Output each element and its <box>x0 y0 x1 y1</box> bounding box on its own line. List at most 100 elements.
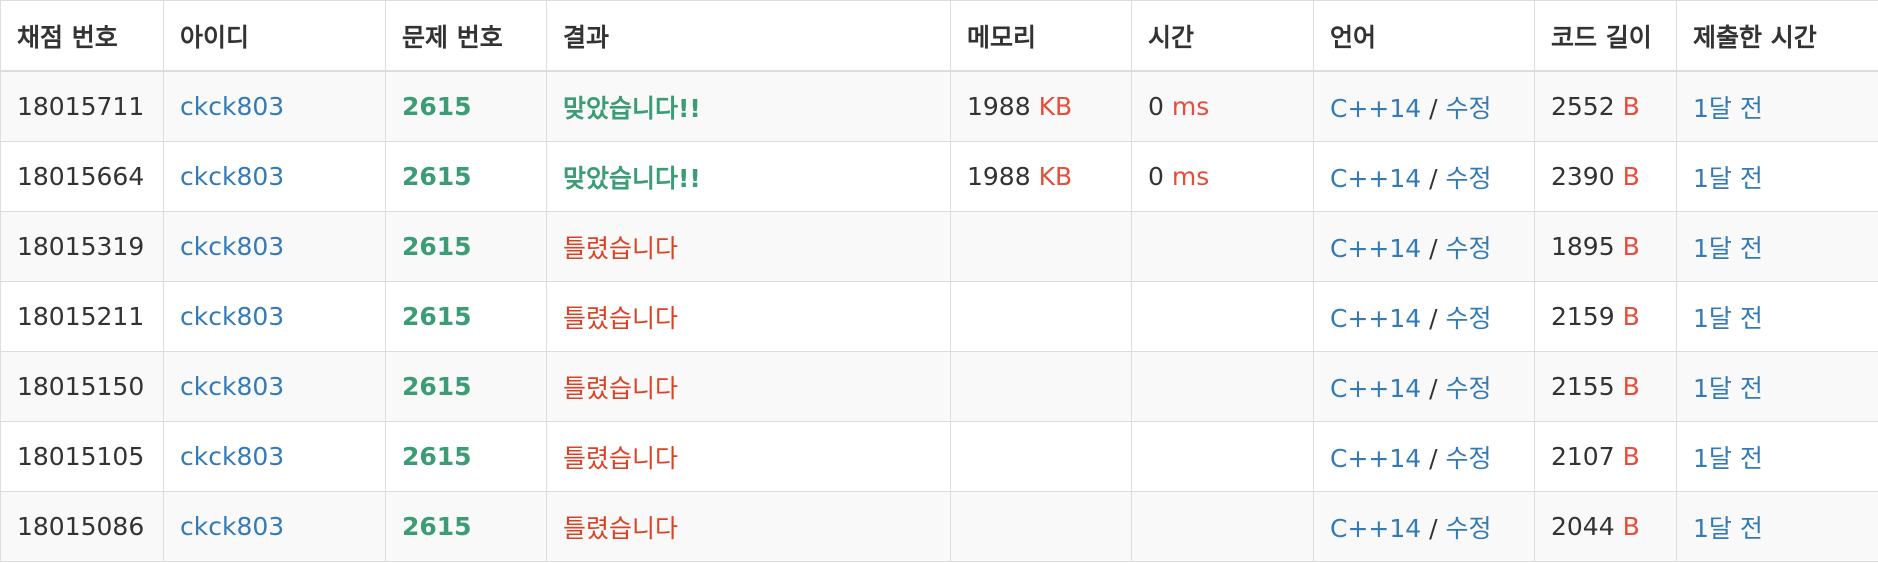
submission-id-cell: 18015664 <box>0 141 164 212</box>
table-row: 18015086 ckck803 2615 틀렸습니다 C++14 / 수정 2… <box>0 491 1878 562</box>
code-length-cell: 2107 B <box>1534 421 1677 492</box>
submission-id-cell: 18015319 <box>0 211 164 282</box>
result-text: 틀렸습니다 <box>563 303 679 333</box>
user-id-cell: ckck803 <box>163 421 386 492</box>
time-cell <box>1131 491 1314 562</box>
submission-id-cell: 18015086 <box>0 491 164 562</box>
time-value: 0 <box>1148 92 1164 121</box>
code-length-value: 2390 <box>1551 162 1615 191</box>
language-link[interactable]: C++14 <box>1330 513 1422 543</box>
problem-id-link[interactable]: 2615 <box>402 372 472 401</box>
time-cell: 0 ms <box>1131 141 1314 212</box>
result-text: 틀렸습니다 <box>563 443 679 473</box>
code-length-unit: B <box>1622 512 1640 541</box>
submitted-time-link[interactable]: 1달 전 <box>1693 163 1763 193</box>
submission-id: 18015150 <box>17 372 145 401</box>
edit-link[interactable]: 수정 <box>1445 93 1492 123</box>
result-text: 틀렸습니다 <box>563 373 679 403</box>
edit-link[interactable]: 수정 <box>1445 233 1492 263</box>
language-link[interactable]: C++14 <box>1330 93 1422 123</box>
submission-id-cell: 18015105 <box>0 421 164 492</box>
submitted-time-link[interactable]: 1달 전 <box>1693 373 1763 403</box>
user-id-link[interactable]: ckck803 <box>180 232 285 261</box>
user-id-cell: ckck803 <box>163 491 386 562</box>
time-cell <box>1131 281 1314 352</box>
language-cell: C++14 / 수정 <box>1313 141 1535 212</box>
user-id-link[interactable]: ckck803 <box>180 512 285 541</box>
memory-value: 1988 <box>967 92 1031 121</box>
problem-id-link[interactable]: 2615 <box>402 442 472 471</box>
submitted-time-link[interactable]: 1달 전 <box>1693 233 1763 263</box>
submission-id: 18015105 <box>17 442 145 471</box>
language-link[interactable]: C++14 <box>1330 373 1422 403</box>
edit-link[interactable]: 수정 <box>1445 373 1492 403</box>
language-cell: C++14 / 수정 <box>1313 281 1535 352</box>
problem-id-cell: 2615 <box>385 211 547 282</box>
language-cell: C++14 / 수정 <box>1313 421 1535 492</box>
result-cell: 틀렸습니다 <box>546 351 951 422</box>
user-id-link[interactable]: ckck803 <box>180 302 285 331</box>
language-cell: C++14 / 수정 <box>1313 70 1535 142</box>
edit-link[interactable]: 수정 <box>1445 303 1492 333</box>
result-text: 맞았습니다!! <box>563 163 701 193</box>
code-length-value: 2044 <box>1551 512 1615 541</box>
submitted-time-link[interactable]: 1달 전 <box>1693 443 1763 473</box>
header-result: 결과 <box>546 0 951 72</box>
problem-id-link[interactable]: 2615 <box>402 92 472 121</box>
header-submitted-time: 제출한 시간 <box>1676 0 1878 72</box>
language-link[interactable]: C++14 <box>1330 303 1422 333</box>
edit-link[interactable]: 수정 <box>1445 163 1492 193</box>
edit-link[interactable]: 수정 <box>1445 513 1492 543</box>
memory-cell: 1988 KB <box>950 70 1132 142</box>
result-cell: 틀렸습니다 <box>546 211 951 282</box>
language-separator: / <box>1429 443 1438 473</box>
table-body: 18015711 ckck803 2615 맞았습니다!! 1988 KB 0 … <box>0 70 1878 562</box>
time-cell <box>1131 421 1314 492</box>
submission-id-cell: 18015211 <box>0 281 164 352</box>
problem-id-link[interactable]: 2615 <box>402 302 472 331</box>
code-length-cell: 1895 B <box>1534 211 1677 282</box>
code-length-value: 1895 <box>1551 232 1615 261</box>
user-id-link[interactable]: ckck803 <box>180 162 285 191</box>
code-length-unit: B <box>1622 372 1640 401</box>
table-header: 채점 번호 아이디 문제 번호 결과 메모리 시간 언어 코드 길이 제출한 시… <box>0 0 1878 72</box>
user-id-cell: ckck803 <box>163 141 386 212</box>
problem-id-link[interactable]: 2615 <box>402 512 472 541</box>
header-row: 채점 번호 아이디 문제 번호 결과 메모리 시간 언어 코드 길이 제출한 시… <box>0 0 1878 72</box>
result-cell: 틀렸습니다 <box>546 421 951 492</box>
language-link[interactable]: C++14 <box>1330 443 1422 473</box>
problem-id-link[interactable]: 2615 <box>402 162 472 191</box>
submitted-time-link[interactable]: 1달 전 <box>1693 303 1763 333</box>
user-id-cell: ckck803 <box>163 211 386 282</box>
language-link[interactable]: C++14 <box>1330 233 1422 263</box>
result-cell: 맞았습니다!! <box>546 141 951 212</box>
user-id-link[interactable]: ckck803 <box>180 372 285 401</box>
header-language: 언어 <box>1313 0 1535 72</box>
user-id-link[interactable]: ckck803 <box>180 92 285 121</box>
user-id-cell: ckck803 <box>163 351 386 422</box>
submitted-time-cell: 1달 전 <box>1676 141 1878 212</box>
table-row: 18015319 ckck803 2615 틀렸습니다 C++14 / 수정 1… <box>0 211 1878 282</box>
table-row: 18015211 ckck803 2615 틀렸습니다 C++14 / 수정 2… <box>0 281 1878 352</box>
memory-cell: 1988 KB <box>950 141 1132 212</box>
result-cell: 틀렸습니다 <box>546 491 951 562</box>
table-row: 18015711 ckck803 2615 맞았습니다!! 1988 KB 0 … <box>0 70 1878 142</box>
user-id-cell: ckck803 <box>163 70 386 142</box>
language-link[interactable]: C++14 <box>1330 163 1422 193</box>
language-separator: / <box>1429 93 1438 123</box>
submitted-time-cell: 1달 전 <box>1676 70 1878 142</box>
result-text: 맞았습니다!! <box>563 93 701 123</box>
code-length-unit: B <box>1622 162 1640 191</box>
problem-id-link[interactable]: 2615 <box>402 232 472 261</box>
problem-id-cell: 2615 <box>385 281 547 352</box>
header-code-length: 코드 길이 <box>1534 0 1677 72</box>
time-value: 0 <box>1148 162 1164 191</box>
table-row: 18015664 ckck803 2615 맞았습니다!! 1988 KB 0 … <box>0 141 1878 212</box>
time-unit: ms <box>1171 92 1210 121</box>
submitted-time-link[interactable]: 1달 전 <box>1693 93 1763 123</box>
code-length-value: 2552 <box>1551 92 1615 121</box>
edit-link[interactable]: 수정 <box>1445 443 1492 473</box>
code-length-cell: 2155 B <box>1534 351 1677 422</box>
user-id-link[interactable]: ckck803 <box>180 442 285 471</box>
submitted-time-link[interactable]: 1달 전 <box>1693 513 1763 543</box>
